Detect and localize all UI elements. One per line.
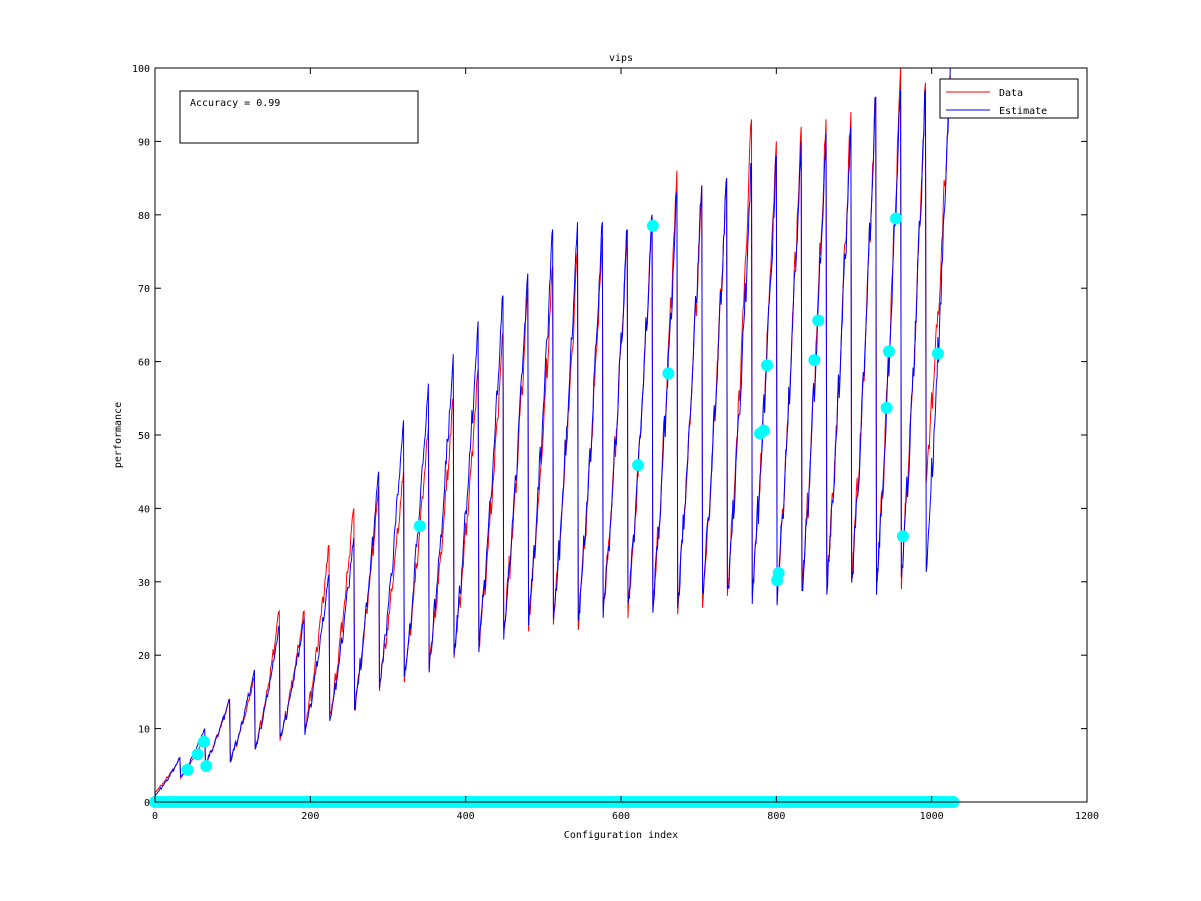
- y-tick-label: 100: [132, 64, 150, 75]
- sampled-point: [889, 212, 902, 225]
- axis-layer: 0 200 400 600 800 1000 1200 0 10 20 30 40 50 60 70 80 90…: [132, 64, 1099, 822]
- y-tick-label: 10: [138, 725, 150, 736]
- sampled-point: [896, 530, 909, 543]
- sampled-point: [880, 401, 893, 414]
- x-axis-label: Configuration index: [564, 830, 678, 841]
- y-tick-label: 30: [138, 578, 150, 589]
- x-tick-label: 1200: [1075, 811, 1099, 822]
- sampled-point: [761, 359, 774, 372]
- sampled-point: [646, 219, 659, 232]
- x-tick-label: 600: [612, 811, 630, 822]
- accuracy-annotation: Accuracy = 0.99: [190, 98, 280, 109]
- x-tick-label: 1000: [920, 811, 944, 822]
- sampled-point: [882, 345, 895, 358]
- sampled-point: [931, 347, 944, 360]
- annotation-box-frame: [179, 90, 419, 144]
- sampled-point: [808, 354, 821, 367]
- sampled-point: [200, 760, 213, 773]
- y-tick-label: 60: [138, 358, 150, 369]
- chart-title: vips: [609, 53, 633, 64]
- x-tick-label: 400: [457, 811, 475, 822]
- sampled-point: [812, 314, 825, 327]
- y-tick-label: 50: [138, 431, 150, 442]
- sampled-point: [632, 459, 645, 472]
- legend-label-data: Data: [999, 88, 1023, 99]
- x-tick-label: 800: [767, 811, 785, 822]
- sampled-point: [191, 748, 204, 761]
- legend-frame: [939, 78, 1079, 119]
- y-tick-label: 90: [138, 137, 150, 148]
- x-tick-label: 200: [301, 811, 319, 822]
- y-tick-label: 40: [138, 504, 150, 515]
- y-tick-label: 70: [138, 284, 150, 295]
- sampled-point: [662, 367, 675, 380]
- y-axis-label: performance: [113, 402, 124, 468]
- y-tick-label: 0: [144, 798, 150, 809]
- sampled-point: [181, 763, 194, 776]
- legend: Data Estimate: [939, 78, 1079, 119]
- sampled-point: [757, 424, 770, 437]
- sampled-point: [413, 520, 426, 533]
- annotation-box: Accuracy = 0.99: [179, 90, 419, 144]
- x-tick-label: 0: [152, 811, 158, 822]
- sampled-point: [197, 735, 210, 748]
- legend-label-estimate: Estimate: [999, 106, 1047, 117]
- y-tick-label: 80: [138, 211, 150, 222]
- sampled-point: [772, 566, 785, 579]
- y-tick-label: 20: [138, 651, 150, 662]
